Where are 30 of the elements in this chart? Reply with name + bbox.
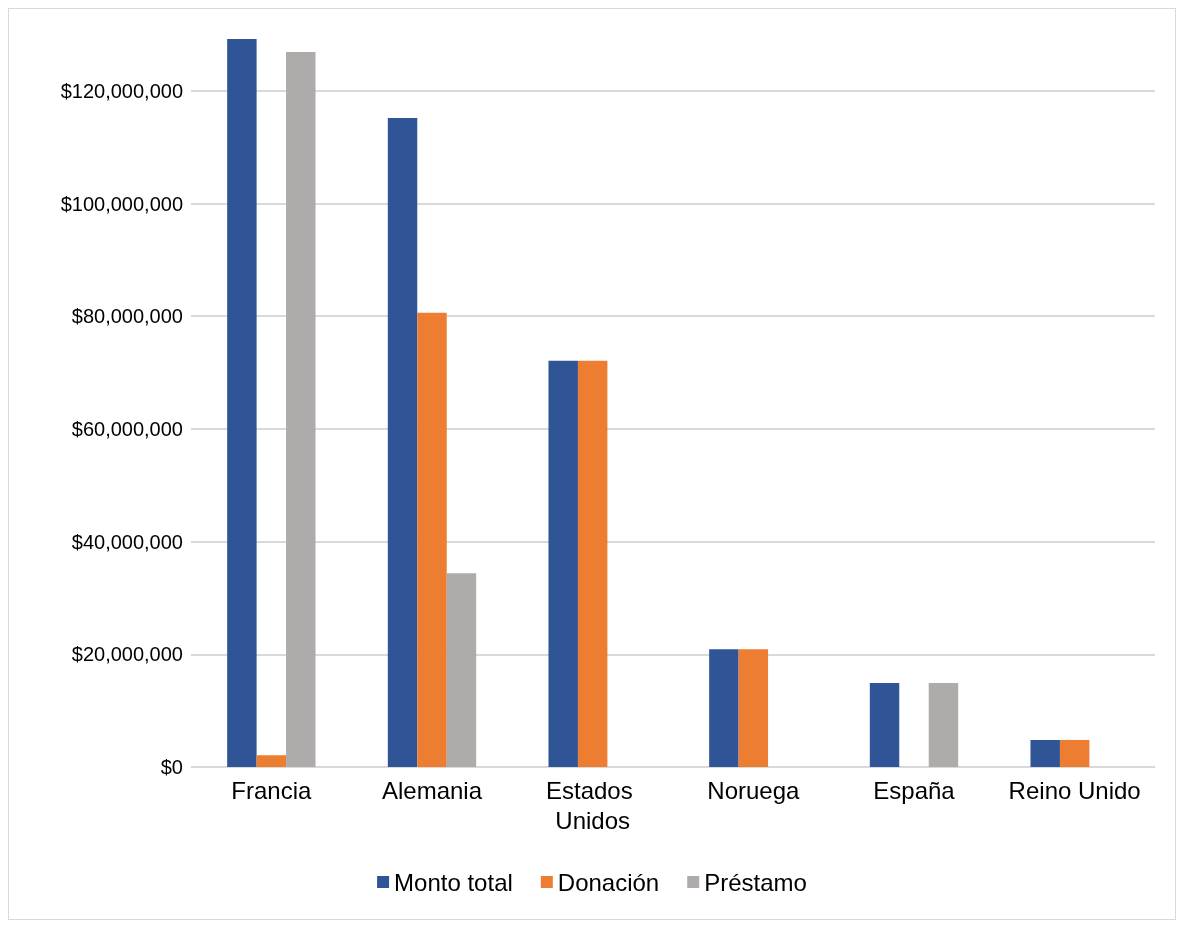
bar [577,360,608,767]
y-tick-label: $40,000,000 [71,530,183,553]
x-tick-label: Estados Unidos [545,776,640,834]
bar [928,683,959,767]
bar [548,360,578,767]
bar [869,683,900,767]
x-tick-label: Noruega [707,776,801,804]
x-tick-label: España [873,776,956,804]
x-tick-label: Reino Unido [1008,776,1141,804]
bar [1030,739,1060,767]
bar [286,51,316,767]
y-tick-label: $100,000,000 [60,192,183,215]
bar [709,649,739,767]
x-tick-label: Francia [231,776,312,804]
bar [1059,739,1090,767]
x-tick-label: Alemania [381,776,483,804]
legend-label: Monto total [394,868,513,896]
bar [738,649,769,767]
bar [227,39,257,767]
y-tick-label: $80,000,000 [71,305,183,328]
bar [446,573,477,767]
bar [387,117,418,767]
y-tick-label: $120,000,000 [60,79,183,102]
legend-label: Donación [557,868,660,896]
bar [256,755,287,767]
y-tick-label: $20,000,000 [71,643,183,666]
legend-label: Préstamo [704,868,807,896]
y-tick-label: $60,000,000 [71,417,183,440]
bar [417,312,447,767]
y-tick-label: $0 [160,756,183,778]
